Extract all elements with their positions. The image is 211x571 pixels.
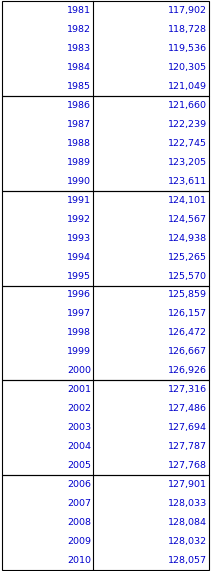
Text: 125,570: 125,570 xyxy=(168,272,207,280)
Text: 1993: 1993 xyxy=(67,234,91,243)
Text: 1992: 1992 xyxy=(67,215,91,224)
Text: 2004: 2004 xyxy=(67,442,91,451)
Text: 2005: 2005 xyxy=(67,461,91,470)
Bar xyxy=(2,96,209,191)
Text: 2009: 2009 xyxy=(67,537,91,546)
Text: 121,049: 121,049 xyxy=(168,82,207,91)
Text: 1991: 1991 xyxy=(67,196,91,204)
Text: 121,660: 121,660 xyxy=(168,101,207,110)
Text: 122,239: 122,239 xyxy=(168,120,207,129)
Bar xyxy=(2,1,209,96)
Text: 2007: 2007 xyxy=(67,499,91,508)
Text: 118,728: 118,728 xyxy=(168,25,207,34)
Text: 1998: 1998 xyxy=(67,328,91,337)
Text: 1989: 1989 xyxy=(67,158,91,167)
Bar xyxy=(2,286,209,380)
Text: 127,694: 127,694 xyxy=(168,423,207,432)
Text: 124,567: 124,567 xyxy=(168,215,207,224)
Text: 1997: 1997 xyxy=(67,309,91,319)
Text: 127,486: 127,486 xyxy=(168,404,207,413)
Bar xyxy=(2,475,209,570)
Text: 128,032: 128,032 xyxy=(168,537,207,546)
Text: 123,205: 123,205 xyxy=(168,158,207,167)
Text: 2002: 2002 xyxy=(67,404,91,413)
Text: 128,084: 128,084 xyxy=(168,518,207,527)
Text: 1999: 1999 xyxy=(67,347,91,356)
Text: 125,265: 125,265 xyxy=(168,252,207,262)
Text: 1982: 1982 xyxy=(67,25,91,34)
Text: 122,745: 122,745 xyxy=(168,139,207,148)
Text: 120,305: 120,305 xyxy=(168,63,207,72)
Text: 128,057: 128,057 xyxy=(168,556,207,565)
Text: 2003: 2003 xyxy=(67,423,91,432)
Text: 1981: 1981 xyxy=(67,6,91,15)
Text: 123,611: 123,611 xyxy=(168,177,207,186)
Text: 126,157: 126,157 xyxy=(168,309,207,319)
Text: 127,787: 127,787 xyxy=(168,442,207,451)
Text: 126,926: 126,926 xyxy=(168,367,207,375)
Text: 1987: 1987 xyxy=(67,120,91,129)
Text: 1990: 1990 xyxy=(67,177,91,186)
Text: 1985: 1985 xyxy=(67,82,91,91)
Text: 124,101: 124,101 xyxy=(168,196,207,204)
Text: 126,667: 126,667 xyxy=(168,347,207,356)
Text: 2001: 2001 xyxy=(67,385,91,394)
Text: 1995: 1995 xyxy=(67,272,91,280)
Text: 1996: 1996 xyxy=(67,291,91,299)
Text: 1986: 1986 xyxy=(67,101,91,110)
Text: 124,938: 124,938 xyxy=(168,234,207,243)
Text: 1994: 1994 xyxy=(67,252,91,262)
Text: 125,859: 125,859 xyxy=(168,291,207,299)
Text: 2000: 2000 xyxy=(67,367,91,375)
Text: 1988: 1988 xyxy=(67,139,91,148)
Text: 127,316: 127,316 xyxy=(168,385,207,394)
Text: 1983: 1983 xyxy=(67,44,91,53)
Text: 2010: 2010 xyxy=(67,556,91,565)
Text: 128,033: 128,033 xyxy=(168,499,207,508)
Text: 127,901: 127,901 xyxy=(168,480,207,489)
Text: 119,536: 119,536 xyxy=(168,44,207,53)
Text: 2006: 2006 xyxy=(67,480,91,489)
Text: 2008: 2008 xyxy=(67,518,91,527)
Bar xyxy=(2,380,209,475)
Text: 117,902: 117,902 xyxy=(168,6,207,15)
Text: 126,472: 126,472 xyxy=(168,328,207,337)
Bar xyxy=(2,191,209,286)
Text: 1984: 1984 xyxy=(67,63,91,72)
Text: 127,768: 127,768 xyxy=(168,461,207,470)
